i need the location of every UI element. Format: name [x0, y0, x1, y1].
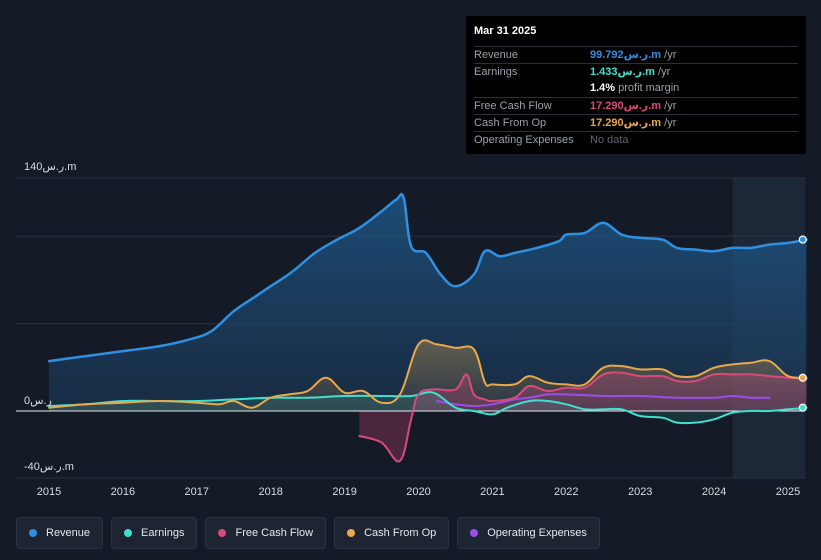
cash-from-op-area	[49, 340, 807, 411]
tooltip-row: Free Cash Flow 17.290ر.س.m /yr	[474, 97, 798, 114]
tooltip-row-value: 99.792ر.س.m /yr	[590, 49, 677, 61]
x-tick-label: 2024	[702, 486, 726, 498]
free-cash-flow-area	[359, 372, 807, 462]
tooltip-row: 1.4% profit margin	[474, 80, 798, 97]
x-tick-label: 2016	[111, 486, 135, 498]
legend-label: Cash From Op	[364, 527, 437, 539]
tooltip-row-label	[474, 80, 590, 97]
tooltip-row-value: 1.4% profit margin	[590, 82, 680, 94]
tooltip-row-value: 1.433ر.س.m /yr	[590, 66, 671, 78]
tooltip-row-label: Free Cash Flow	[474, 100, 552, 112]
end-marker-revenue	[798, 235, 807, 244]
tooltip-panel: Mar 31 2025 Revenue 99.792ر.س.m /yr Earnin…	[466, 16, 806, 154]
legend: Revenue Earnings Free Cash Flow Cash From O…	[16, 517, 600, 549]
legend-item-free-cash-flow[interactable]: Free Cash Flow	[205, 517, 327, 549]
legend-label: Free Cash Flow	[235, 527, 314, 539]
tooltip-date: Mar 31 2025	[474, 25, 537, 37]
series-line-cash-from-op	[48, 339, 808, 409]
x-tick-label: 2020	[406, 486, 430, 498]
tooltip-row-label: Operating Expenses	[474, 134, 574, 146]
legend-label: Operating Expenses	[487, 527, 587, 539]
y-tick-label: 0ر.س	[24, 395, 52, 407]
tooltip-row: Operating Expenses No data	[474, 131, 798, 148]
legend-item-cash-from-op[interactable]: Cash From Op	[334, 517, 450, 549]
tooltip-row-value: 17.290ر.س.m /yr	[590, 100, 677, 112]
legend-dot-icon	[124, 529, 133, 537]
legend-dot-icon	[470, 529, 479, 537]
tooltip-row: Cash From Op 17.290ر.س.m /yr	[474, 114, 798, 131]
legend-dot-icon	[347, 529, 356, 537]
legend-item-revenue[interactable]: Revenue	[16, 517, 104, 549]
x-tick-label: 2025	[776, 486, 800, 498]
x-tick-label: 2019	[332, 486, 356, 498]
series-line-revenue	[47, 192, 808, 363]
x-tick-label: 2015	[37, 486, 61, 498]
end-marker-cash-from-op	[798, 373, 807, 382]
tooltip-row-value: No data	[590, 134, 629, 146]
end-marker-earnings	[798, 403, 807, 412]
legend-label: Revenue	[46, 527, 91, 539]
x-tick-label: 2021	[480, 486, 504, 498]
series-line-operating-expenses	[436, 393, 771, 407]
legend-item-earnings[interactable]: Earnings	[111, 517, 198, 549]
x-tick-label: 2022	[554, 486, 578, 498]
x-tick-label: 2017	[185, 486, 209, 498]
y-tick-label: 140ر.س.m	[24, 161, 76, 173]
tooltip-row-label: Revenue	[474, 49, 519, 61]
legend-label: Earnings	[141, 527, 185, 539]
legend-item-operating-expenses[interactable]: Operating Expenses	[457, 517, 600, 549]
series-line-free-cash-flow	[358, 371, 808, 463]
tooltip-row-label: Cash From Op	[474, 117, 547, 129]
y-tick-label: -40ر.س.m	[24, 461, 74, 473]
tooltip-row-value: 17.290ر.س.m /yr	[590, 117, 677, 129]
series-line-earnings	[48, 391, 808, 425]
legend-dot-icon	[218, 529, 227, 537]
x-tick-label: 2023	[628, 486, 652, 498]
tooltip-row: Revenue 99.792ر.س.m /yr	[474, 46, 798, 63]
tooltip-rows: Revenue 99.792ر.س.m /yr Earnings 1.433ر.س.m…	[474, 46, 798, 148]
x-tick-label: 2018	[258, 486, 282, 498]
revenue-area	[49, 194, 807, 411]
tooltip-row-label: Earnings	[474, 66, 518, 78]
tooltip-row: Earnings 1.433ر.س.m /yr	[474, 63, 798, 80]
legend-dot-icon	[29, 529, 37, 537]
